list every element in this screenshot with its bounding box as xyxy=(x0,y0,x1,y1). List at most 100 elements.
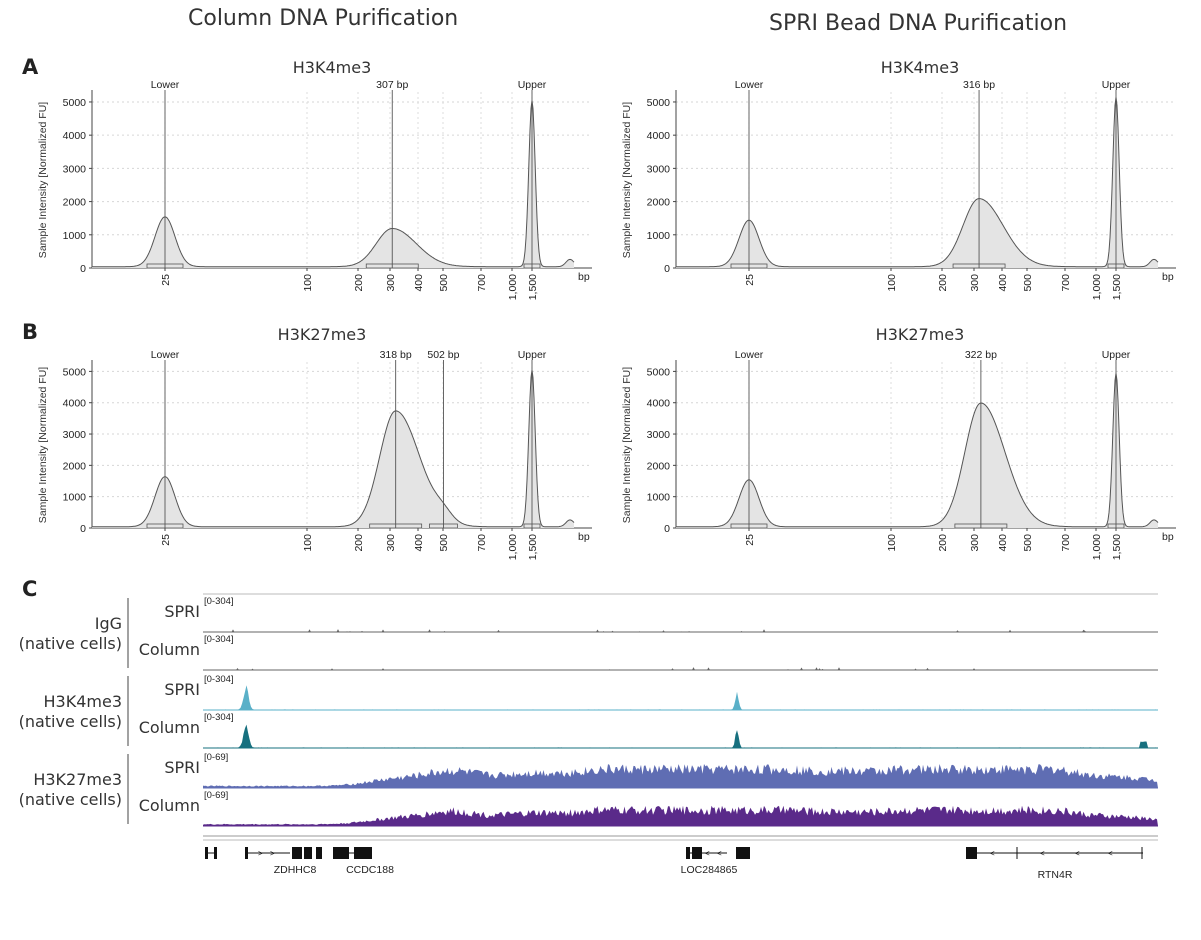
y-axis-label: Sample Intensity [Normalized FU] xyxy=(621,367,633,523)
x-axis-label: bp xyxy=(578,271,590,283)
exon xyxy=(205,847,208,859)
electropherogram-a-column: 0 1000 2000 3000 4000 5000 Sample Intensity [N… xyxy=(37,79,592,300)
y-tick-label: 5000 xyxy=(647,366,671,378)
track-range: [0-304] xyxy=(204,634,234,645)
strand-arrow: > xyxy=(258,849,263,858)
track-0-0: SPRI [0-304] xyxy=(164,593,1158,633)
column-title-column: Column DNA Purification xyxy=(188,6,459,31)
track-name: Column xyxy=(139,718,200,737)
x-axis-label: bp xyxy=(1162,271,1174,283)
exon xyxy=(304,847,312,859)
x-tick-label: 1,000 xyxy=(507,274,519,300)
x-tick-label: 1,000 xyxy=(507,534,519,560)
x-tick-label: 1,500 xyxy=(1111,274,1123,300)
exon xyxy=(354,847,372,859)
y-tick-label: 1000 xyxy=(647,230,671,242)
y-tick-label: 5000 xyxy=(647,97,671,109)
y-tick-label: 3000 xyxy=(63,429,87,441)
group-label: IgG xyxy=(95,614,122,633)
peak-label: Upper xyxy=(518,349,547,361)
panel-letter-b: B xyxy=(22,320,39,344)
x-tick-label: 700 xyxy=(1060,274,1072,292)
track-2-1: Column [0-69] xyxy=(139,790,1158,827)
y-tick-label: 0 xyxy=(664,523,670,535)
x-tick-label: 1,500 xyxy=(1111,534,1123,560)
track-name: Column xyxy=(139,796,200,815)
x-tick-label: 25 xyxy=(160,274,172,286)
electropherogram-b-column: 0 1000 2000 3000 4000 5000 Sample Intensity [N… xyxy=(37,349,592,560)
track-range: [0-69] xyxy=(204,790,228,801)
column-title-spri: SPRI Bead DNA Purification xyxy=(769,11,1068,36)
coverage-signal xyxy=(203,685,1158,710)
panel-letter-a: A xyxy=(22,55,39,79)
track-range: [0-304] xyxy=(204,596,234,607)
trace-line xyxy=(676,97,1159,268)
x-tick-label: 25 xyxy=(744,534,756,546)
exon xyxy=(316,847,322,859)
x-tick-label: 100 xyxy=(302,534,314,552)
exon xyxy=(686,847,690,859)
y-tick-label: 3000 xyxy=(647,429,671,441)
y-tick-label: 2000 xyxy=(647,460,671,472)
y-tick-label: 2000 xyxy=(647,197,671,209)
peak-label: Upper xyxy=(518,79,547,91)
y-axis-label: Sample Intensity [Normalized FU] xyxy=(37,102,49,258)
electropherogram-a-spri: 0 1000 2000 3000 4000 5000 Sample Intensity [N… xyxy=(621,79,1176,300)
track-name: SPRI xyxy=(164,758,200,777)
y-tick-label: 2000 xyxy=(63,197,87,209)
trace-area xyxy=(676,373,1158,528)
x-tick-label: 200 xyxy=(353,274,365,292)
gene-label: ZDHHC8 xyxy=(274,864,317,876)
peak-label: 322 bp xyxy=(965,349,997,361)
gene-label: CCDC188 xyxy=(346,864,394,876)
chart-title-a-column: H3K4me3 xyxy=(292,58,372,77)
peak-label: Upper xyxy=(1102,349,1131,361)
x-tick-label: 100 xyxy=(302,274,314,292)
peak-label: Lower xyxy=(151,79,180,91)
y-tick-label: 3000 xyxy=(647,163,671,175)
x-tick-label: 300 xyxy=(969,534,981,552)
strand-arrow: < xyxy=(717,849,722,858)
track-name: SPRI xyxy=(164,602,200,621)
gene-track: > > < < < < < < ZDHHC8 CCDC188 LOC284865 RTN4R xyxy=(203,835,1158,881)
x-tick-label: 100 xyxy=(886,274,898,292)
strand-arrow: < xyxy=(705,849,710,858)
x-tick-label: 200 xyxy=(937,534,949,552)
y-axis-label: Sample Intensity [Normalized FU] xyxy=(37,367,49,523)
track-1-1: Column [0-304] xyxy=(139,712,1158,749)
x-axis-label: bp xyxy=(578,531,590,543)
exon xyxy=(214,847,217,859)
x-tick-label: 25 xyxy=(744,274,756,286)
x-tick-label: 700 xyxy=(476,534,488,552)
y-tick-label: 1000 xyxy=(63,492,87,504)
y-tick-label: 2000 xyxy=(63,460,87,472)
x-axis-label: bp xyxy=(1162,531,1174,543)
x-tick-label: 700 xyxy=(1060,534,1072,552)
trace-line xyxy=(92,370,575,528)
y-tick-label: 3000 xyxy=(63,163,87,175)
x-tick-label: 400 xyxy=(413,534,425,552)
chart-title-b-column: H3K27me3 xyxy=(277,325,367,344)
track-range: [0-304] xyxy=(204,712,234,723)
chart-title-a-spri: H3K4me3 xyxy=(880,58,960,77)
x-tick-label: 100 xyxy=(886,534,898,552)
gene-label: RTN4R xyxy=(1038,869,1073,881)
peak-label: Lower xyxy=(735,79,764,91)
exon xyxy=(966,847,977,859)
group-label-sub: (native cells) xyxy=(19,790,122,809)
chart-title-b-spri: H3K27me3 xyxy=(875,325,965,344)
y-tick-label: 5000 xyxy=(63,97,87,109)
y-tick-label: 5000 xyxy=(63,366,87,378)
panel-letter-c: C xyxy=(22,577,38,601)
x-tick-label: 300 xyxy=(385,534,397,552)
y-tick-label: 4000 xyxy=(63,398,87,410)
y-tick-label: 1000 xyxy=(647,492,671,504)
group-label-sub: (native cells) xyxy=(19,634,122,653)
track-range: [0-69] xyxy=(204,752,228,763)
genome-browser: IgG(native cells)SPRI[0-304]Column[0-304… xyxy=(19,593,1158,881)
x-tick-label: 200 xyxy=(353,534,365,552)
trace-line xyxy=(92,100,575,268)
x-tick-label: 200 xyxy=(937,274,949,292)
y-tick-label: 1000 xyxy=(63,230,87,242)
